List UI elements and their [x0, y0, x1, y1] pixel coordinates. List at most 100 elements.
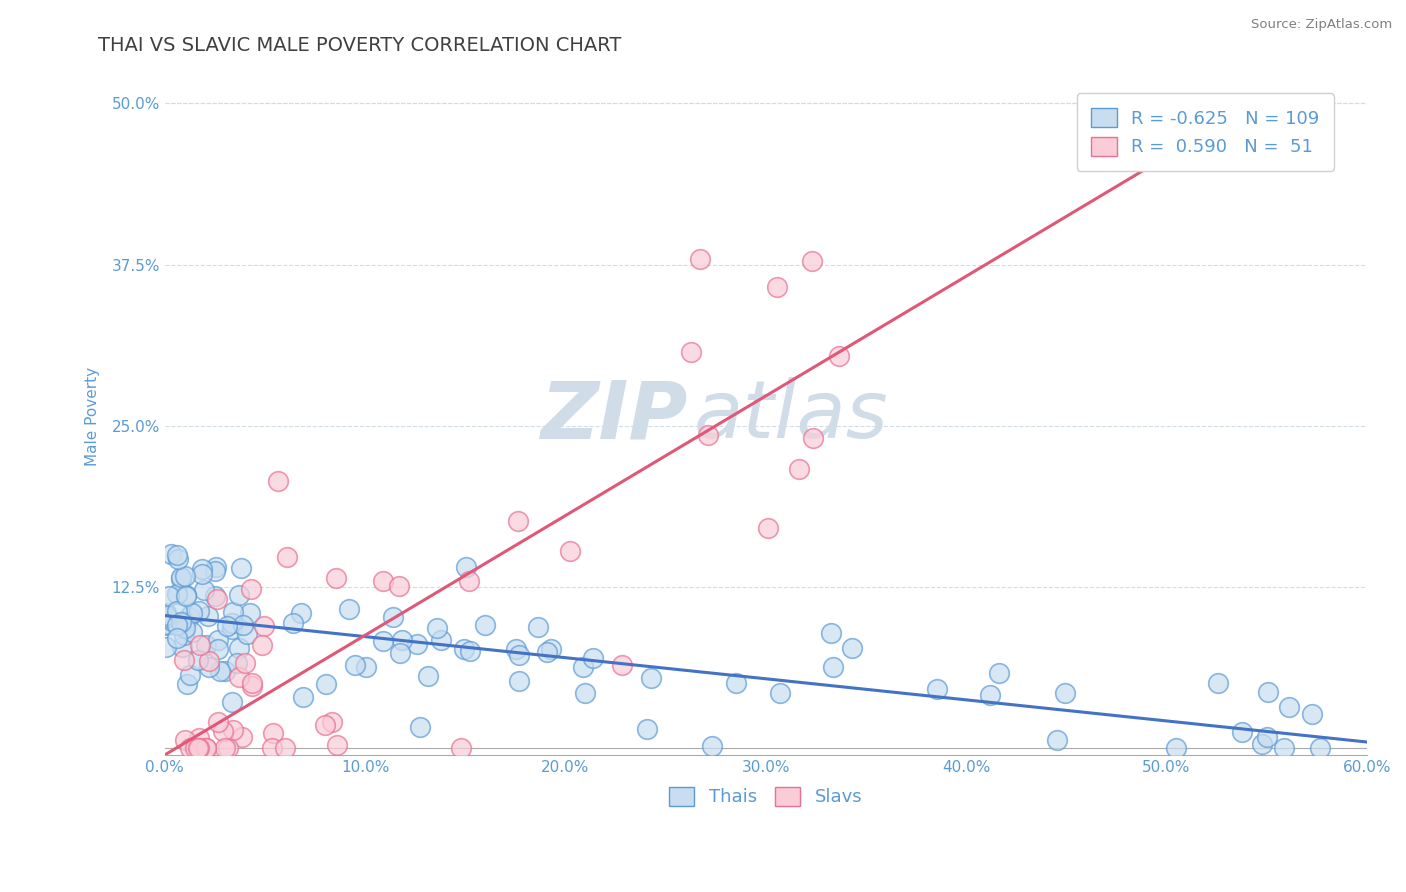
Point [582, 650, 605, 665]
Point [187, 741, 209, 756]
Point [574, 686, 596, 700]
Point [337, 602, 360, 616]
Point [508, 648, 530, 663]
Point [212, 723, 235, 738]
Point [1206, 676, 1229, 690]
Point [508, 673, 530, 688]
Point [231, 617, 253, 632]
Point [180, 606, 202, 620]
Point [756, 521, 779, 535]
Point [430, 633, 453, 648]
Point [195, 741, 218, 756]
Point [768, 686, 790, 700]
Point [174, 568, 197, 582]
Point [841, 640, 863, 655]
Point [925, 681, 948, 696]
Point [354, 660, 377, 674]
Point [640, 671, 662, 685]
Point [170, 615, 193, 630]
Point [173, 628, 195, 642]
Point [155, 606, 177, 620]
Point [166, 548, 188, 562]
Point [325, 571, 347, 585]
Point [173, 615, 195, 630]
Point [172, 640, 194, 655]
Point [391, 633, 413, 648]
Point [205, 591, 228, 606]
Point [166, 617, 188, 632]
Point [406, 637, 429, 651]
Point [173, 653, 195, 667]
Point [233, 657, 256, 671]
Point [197, 660, 219, 674]
Point [536, 644, 558, 658]
Point [240, 676, 263, 690]
Point [222, 723, 245, 737]
Point [540, 641, 562, 656]
Point [155, 616, 177, 631]
Point [187, 652, 209, 666]
Point [222, 605, 245, 619]
Point [191, 562, 214, 576]
Point [267, 474, 290, 488]
Point [1257, 684, 1279, 698]
Point [558, 544, 581, 558]
Point [204, 560, 226, 574]
Text: Source: ZipAtlas.com: Source: ZipAtlas.com [1251, 18, 1392, 31]
Point [1256, 730, 1278, 744]
Point [240, 679, 263, 693]
Point [197, 654, 219, 668]
Point [526, 620, 548, 634]
Point [326, 739, 349, 753]
Point [174, 589, 197, 603]
Point [291, 690, 314, 704]
Point [197, 609, 219, 624]
Point [389, 646, 412, 660]
Point [225, 656, 247, 670]
Point [450, 741, 472, 756]
Point [1046, 733, 1069, 747]
Point [828, 349, 851, 363]
Point [314, 717, 336, 731]
Point [456, 560, 478, 574]
Point [194, 741, 217, 756]
Point [787, 461, 810, 475]
Point [458, 574, 481, 589]
Point [453, 642, 475, 657]
Point [1309, 741, 1331, 756]
Point [239, 582, 262, 596]
Point [156, 618, 179, 632]
Point [188, 638, 211, 652]
Point [474, 618, 496, 632]
Point [221, 695, 243, 709]
Point [214, 664, 236, 678]
Point [229, 561, 252, 575]
Point [689, 252, 711, 266]
Point [221, 622, 243, 636]
Point [207, 642, 229, 657]
Point [188, 604, 211, 618]
Point [1232, 724, 1254, 739]
Point [725, 676, 748, 690]
Point [231, 730, 253, 744]
Point [281, 616, 304, 631]
Point [321, 714, 343, 729]
Point [276, 550, 298, 565]
Point [217, 619, 239, 633]
Point [262, 741, 284, 756]
Point [228, 588, 250, 602]
Point [681, 345, 703, 359]
Point [409, 720, 432, 734]
Point [174, 589, 197, 603]
Point [239, 606, 262, 620]
Point [160, 547, 183, 561]
Point [290, 607, 312, 621]
Point [388, 579, 411, 593]
Point [820, 625, 842, 640]
Point [160, 614, 183, 628]
Point [155, 640, 177, 654]
Point [262, 726, 284, 740]
Point [174, 621, 197, 635]
Point [572, 659, 595, 673]
Point [988, 666, 1011, 681]
